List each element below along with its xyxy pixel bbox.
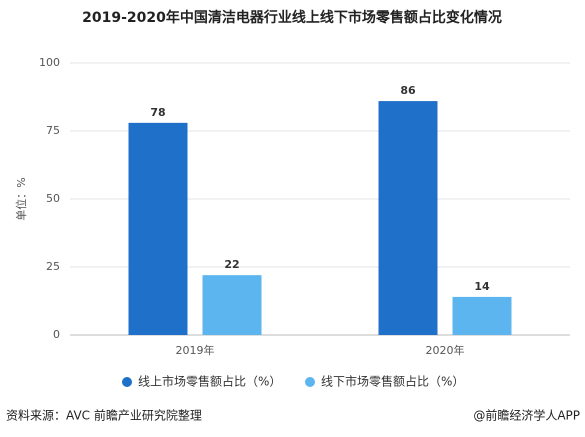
value-label: 22 — [224, 258, 239, 271]
bar — [128, 122, 188, 335]
y-tick-label: 75 — [46, 124, 60, 137]
legend-label: 线上市场零售额占比（%） — [138, 374, 281, 389]
chart-title: 2019-2020年中国清洁电器行业线上线下市场零售额占比变化情况 — [82, 9, 502, 26]
value-label: 86 — [400, 84, 416, 97]
credit: @前瞻经济学人APP — [473, 408, 580, 423]
value-label: 78 — [150, 106, 165, 119]
value-label: 14 — [474, 280, 490, 293]
bar — [202, 275, 262, 335]
x-tick-label: 2019年 — [176, 343, 215, 357]
y-tick-label: 50 — [46, 192, 60, 205]
y-tick-label: 25 — [46, 260, 60, 273]
legend-label: 线下市场零售额占比（%） — [321, 374, 464, 389]
bar — [378, 101, 438, 335]
legend-marker — [305, 377, 315, 387]
bar — [452, 296, 512, 335]
y-tick-label: 0 — [53, 328, 60, 341]
legend-marker — [122, 377, 132, 387]
source: 资料来源：AVC 前瞻产业研究院整理 — [6, 408, 202, 423]
y-axis-label: 单位：% — [14, 177, 28, 220]
x-tick-label: 2020年 — [426, 343, 465, 357]
y-tick-label: 100 — [39, 56, 60, 69]
